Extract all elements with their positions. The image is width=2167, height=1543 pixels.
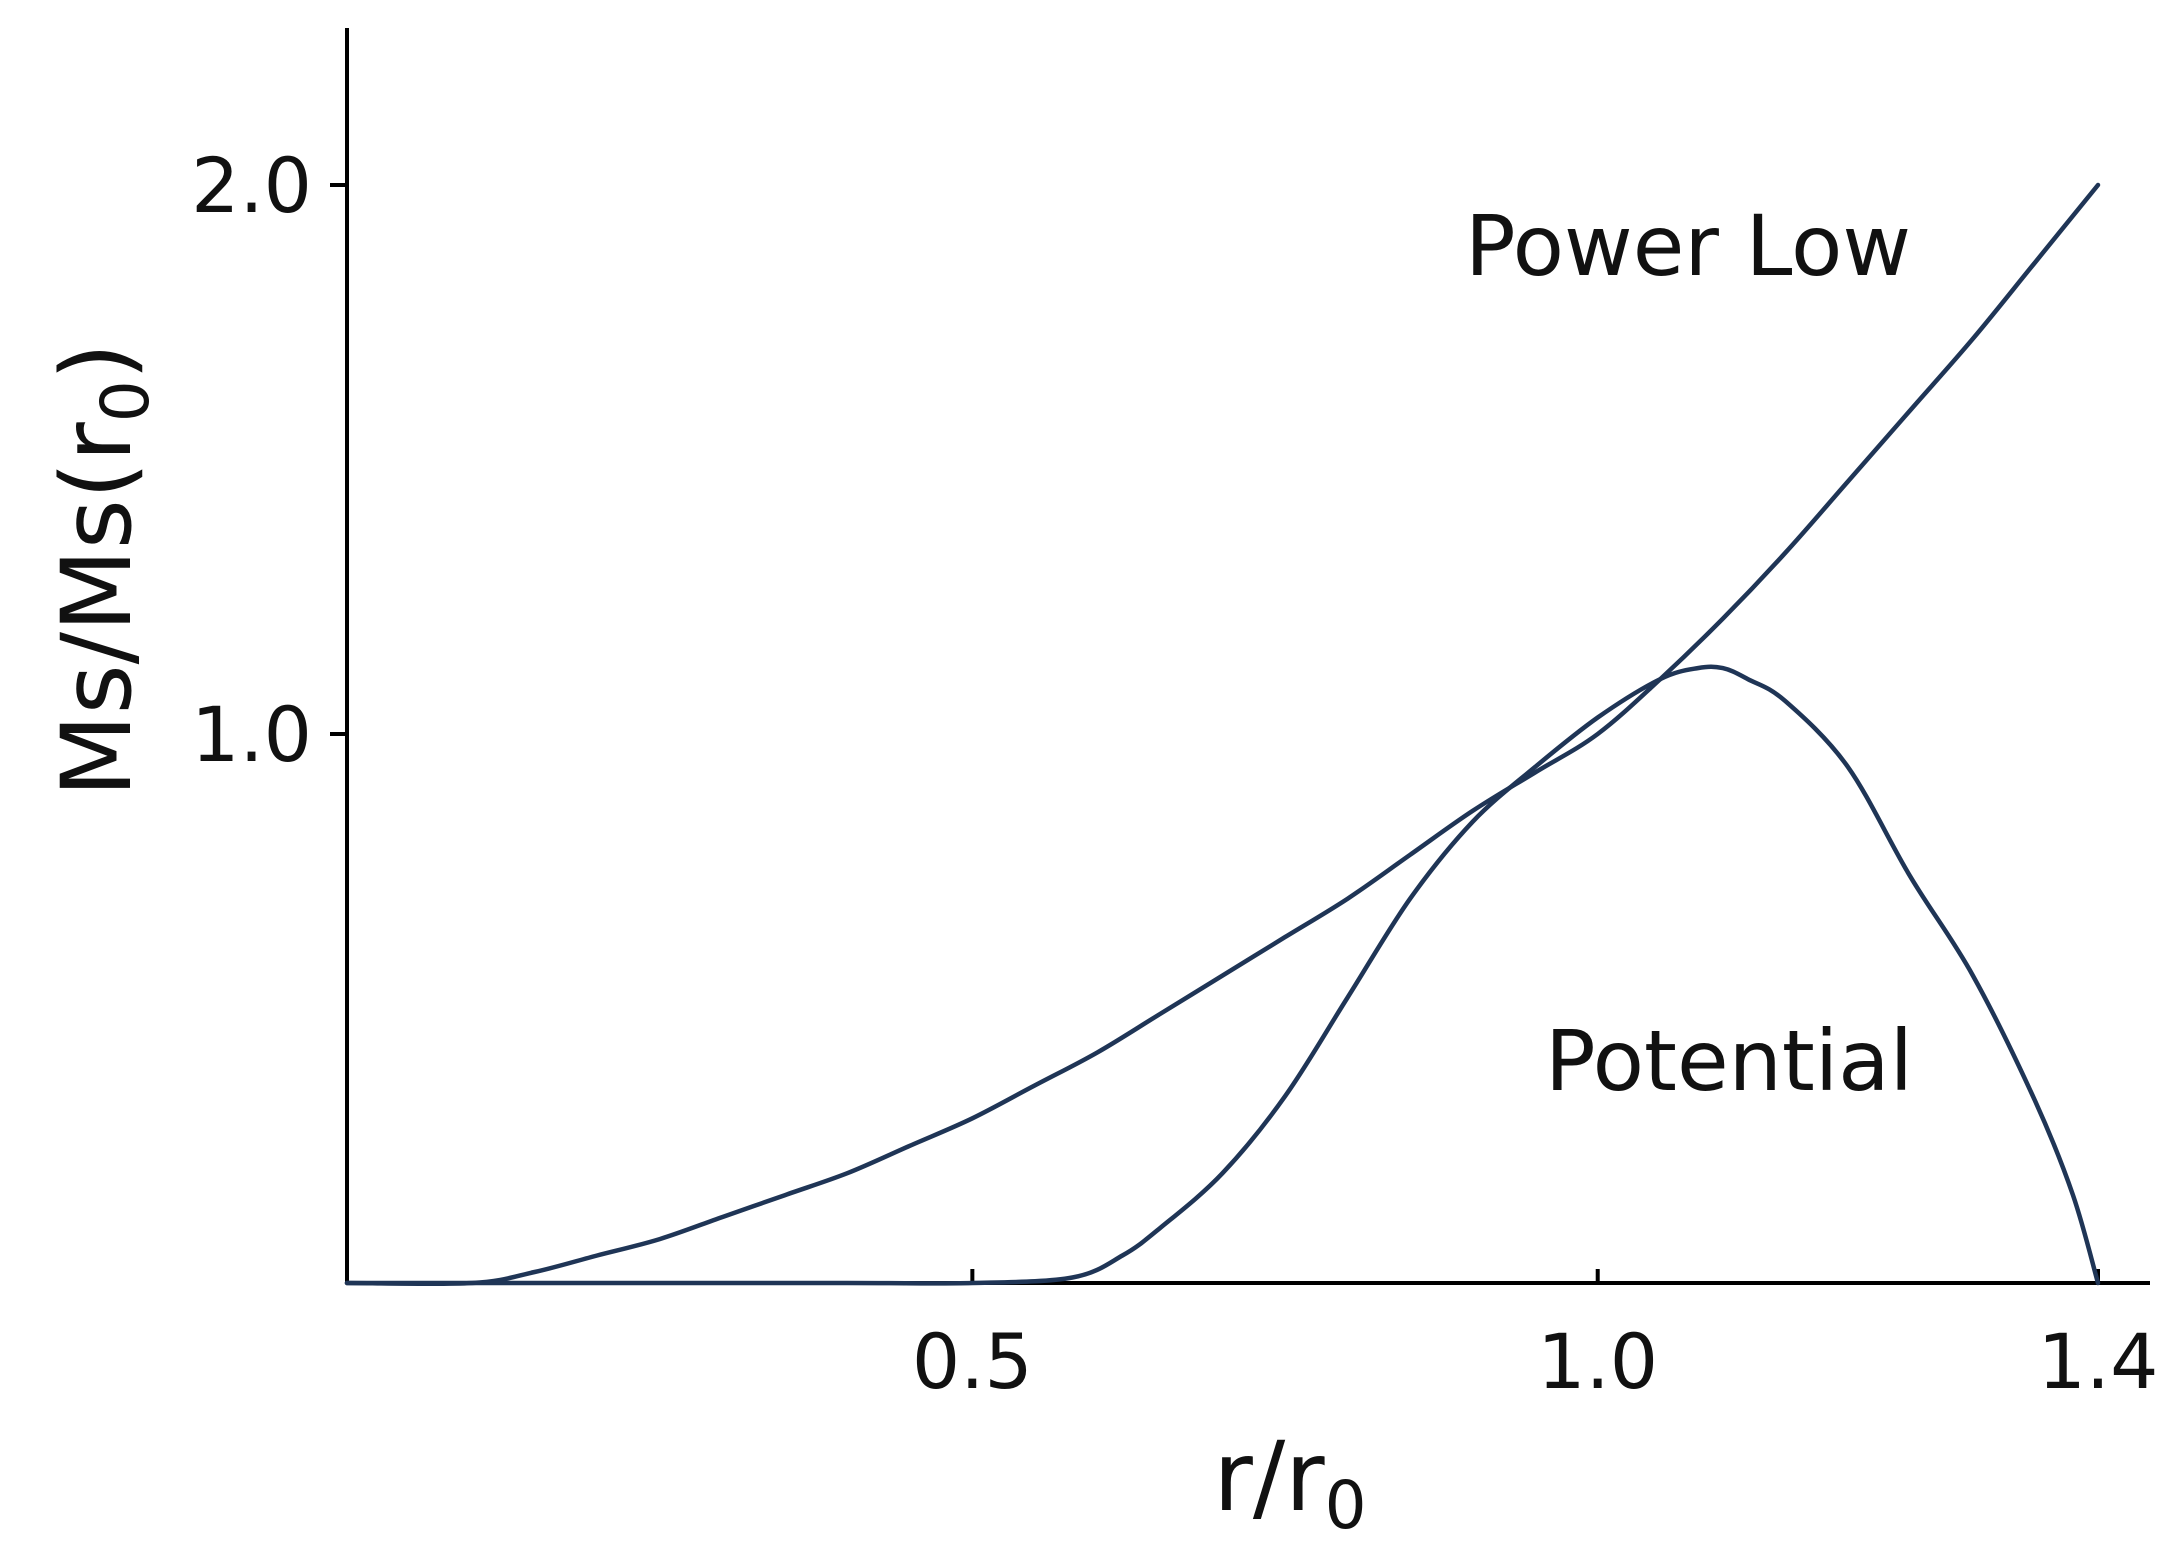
y-axis-title-main: Ms/Ms(r [41, 422, 153, 797]
x-axis-title-main: r/r [1213, 1421, 1325, 1533]
x-tick-label-2: 1.4 [2038, 1317, 2159, 1406]
x-axis-title-sub: 0 [1325, 1467, 1367, 1543]
ticks [330, 183, 2100, 1283]
y-tick-label-1: 2.0 [191, 141, 312, 230]
x-tick-label-1: 1.0 [1537, 1317, 1658, 1406]
series-label-power-low: Power Low [1465, 197, 1911, 295]
x-tick-label-0: 0.5 [912, 1317, 1033, 1406]
series-group [344, 182, 2101, 1287]
tick-labels: 0.5 1.0 1.4 1.0 2.0 [191, 141, 2158, 1406]
y-tick-label-0: 1.0 [191, 690, 312, 779]
series-label-potential: Potential [1545, 1012, 1913, 1110]
x-axis-title: r/r0 [1213, 1421, 1366, 1543]
y-axis-title-sub: 0 [87, 380, 164, 422]
series-line-potential [344, 664, 2101, 1286]
y-axis-title: Ms/Ms(r0) [41, 343, 164, 797]
y-axis-title-tail: ) [41, 343, 153, 380]
series-line-power-low [344, 182, 2101, 1287]
